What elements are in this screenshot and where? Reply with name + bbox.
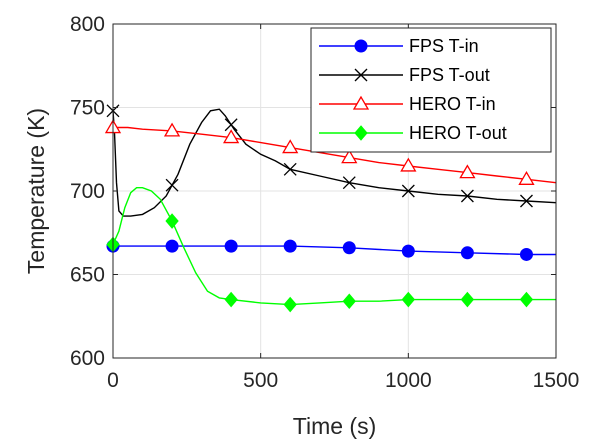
x-axis-label: Time (s) (293, 413, 376, 439)
legend: FPS T-in FPS T-out HERO T-in HERO T-out (310, 27, 552, 153)
data-point (401, 184, 415, 198)
data-point (283, 239, 297, 253)
legend-item: FPS T-out (319, 65, 490, 85)
x-marker-stroke (165, 178, 179, 192)
legend-item: HERO T-out (319, 123, 507, 143)
data-point (519, 247, 533, 261)
data-point (224, 118, 238, 132)
data-point (224, 291, 238, 308)
data-point (223, 129, 240, 144)
data-point (283, 296, 297, 313)
data-point (342, 241, 356, 255)
legend-item: HERO T-in (319, 94, 496, 114)
x-marker-stroke (460, 189, 474, 203)
x-tick-label: 1000 (385, 369, 432, 392)
y-tick-label: 700 (70, 180, 105, 203)
data-point (224, 239, 238, 253)
y-tick-label: 750 (70, 97, 105, 120)
data-point (520, 194, 533, 208)
x-marker-stroke (520, 194, 533, 208)
data-point (165, 178, 179, 192)
data-point (519, 291, 534, 308)
series-layer (104, 104, 557, 313)
x-marker-stroke (401, 184, 415, 198)
data-point (354, 68, 368, 82)
x-tick-label: 500 (243, 369, 278, 392)
data-point (341, 149, 358, 164)
legend-box (310, 27, 552, 153)
data-point (460, 291, 475, 308)
x-marker-stroke (283, 162, 297, 176)
data-point (165, 213, 179, 229)
axes: 0 500 1000 1500 600 650 700 750 800 (70, 13, 579, 392)
y-tick-label: 650 (70, 264, 105, 287)
legend-label: HERO T-in (409, 94, 496, 114)
y-axis-label: Temperature (K) (23, 108, 49, 274)
legend-label: FPS T-out (409, 65, 490, 85)
y-tick-label: 600 (70, 347, 105, 370)
x-tick-label: 1500 (533, 369, 580, 392)
x-marker-stroke (354, 68, 368, 82)
data-point (282, 139, 299, 154)
data-point (354, 39, 368, 53)
series-hero-t-in (104, 119, 557, 185)
series-line (113, 126, 557, 184)
x-tick-label: 0 (107, 369, 119, 392)
data-point (342, 176, 356, 190)
legend-item: FPS T-in (319, 36, 479, 56)
data-point (460, 246, 474, 260)
data-point (342, 293, 356, 309)
data-point (352, 95, 370, 110)
data-point (518, 171, 535, 185)
data-point (163, 122, 181, 137)
x-marker-stroke (342, 176, 356, 190)
data-point (354, 125, 368, 141)
x-marker-stroke (224, 118, 238, 132)
data-point (401, 291, 415, 308)
data-point (401, 244, 415, 258)
data-point (459, 164, 476, 179)
series-line (112, 108, 557, 217)
legend-label: HERO T-out (409, 123, 507, 143)
series-fps-t-out (106, 104, 557, 217)
data-point (460, 189, 474, 203)
series-hero-t-out (106, 187, 556, 313)
data-point (400, 157, 417, 172)
y-tick-label: 800 (70, 13, 105, 36)
series-line (112, 187, 556, 306)
data-point (165, 239, 179, 253)
legend-label: FPS T-in (409, 36, 479, 56)
data-point (283, 162, 297, 176)
